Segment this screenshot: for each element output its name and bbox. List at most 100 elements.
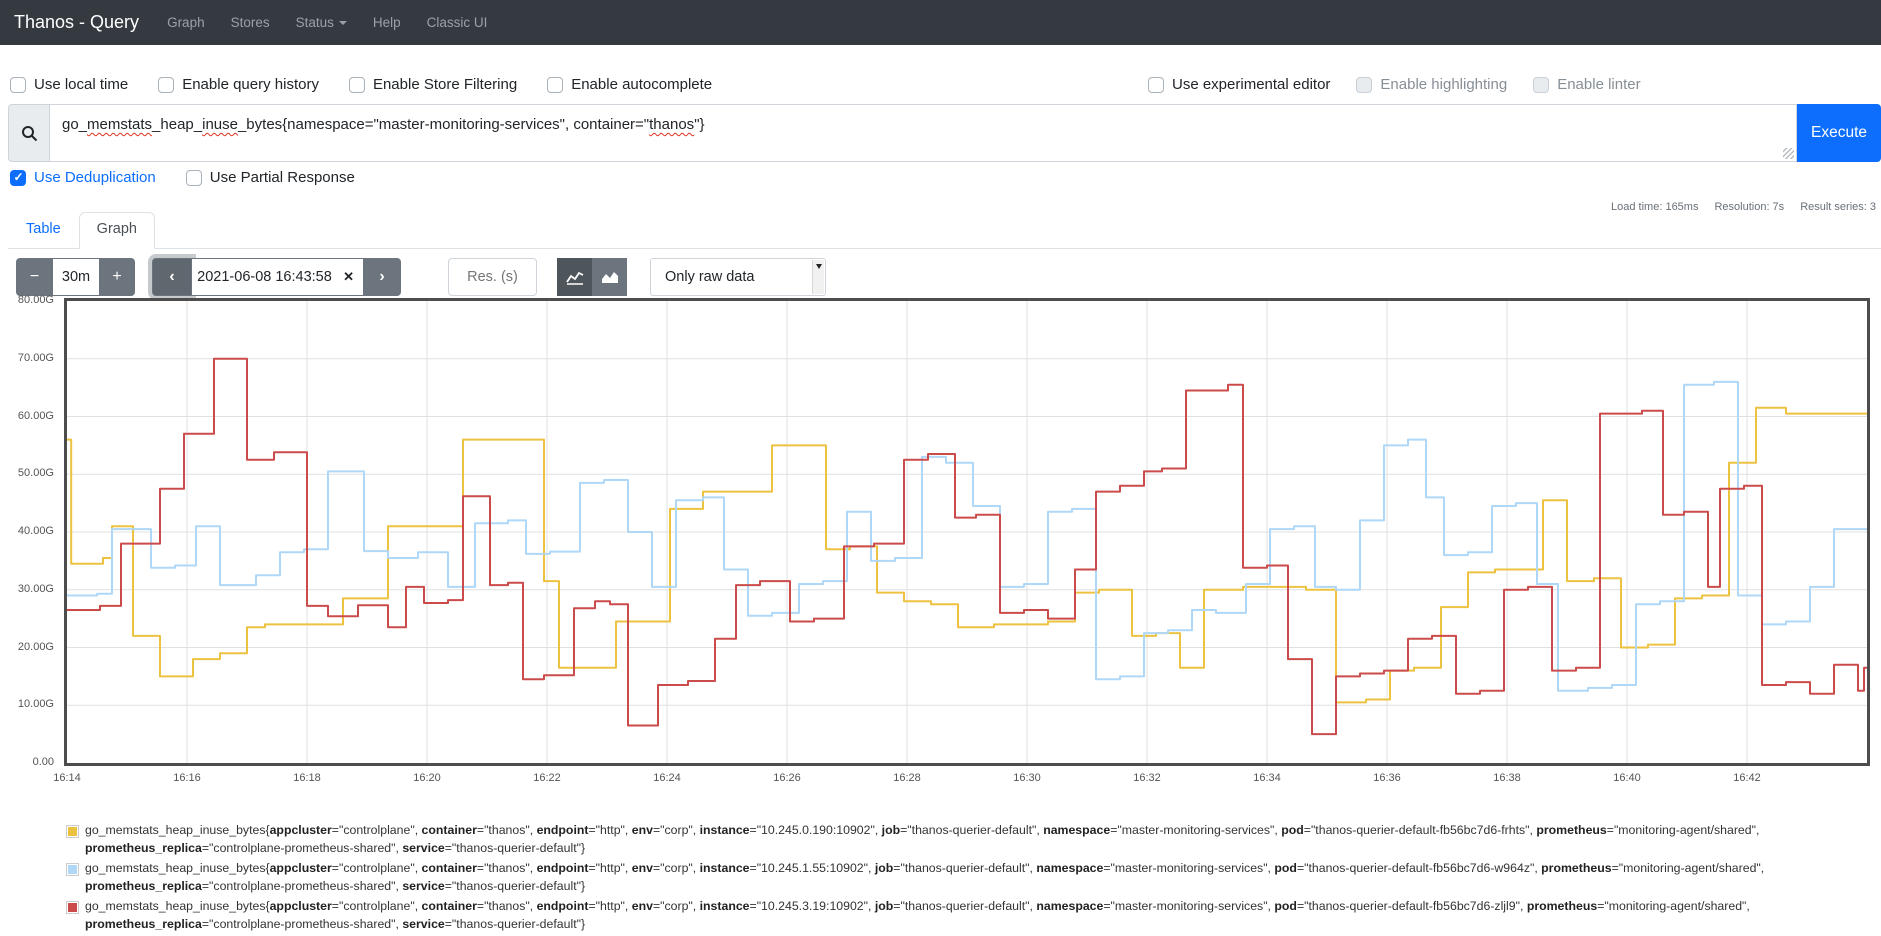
tab-table[interactable]: Table — [26, 221, 61, 237]
y-tick-label: 50.00G — [17, 467, 54, 480]
range-value[interactable]: 30m — [53, 258, 99, 296]
x-tick-label: 16:34 — [1253, 772, 1281, 784]
nav-link-classic-ui[interactable]: Classic UI — [426, 14, 488, 30]
checkbox-enable-store-filtering[interactable]: Enable Store Filtering — [348, 76, 518, 93]
range-increase-button[interactable]: + — [99, 258, 135, 296]
x-tick-label: 16:26 — [773, 772, 801, 784]
x-tick-label: 16:18 — [293, 772, 321, 784]
query-row: go_memstats_heap_inuse_bytes{namespace="… — [8, 104, 1881, 162]
checkbox-label: Use experimental editor — [1172, 76, 1331, 93]
legend-row: go_memstats_heap_inuse_bytes{appcluster=… — [66, 898, 1871, 933]
y-tick-label: 30.00G — [17, 582, 54, 595]
checkbox-label: Use local time — [34, 76, 129, 93]
tab-graph[interactable]: Graph — [78, 212, 155, 249]
navbar-links: Graph Stores Status Help Classic UI — [167, 14, 513, 32]
resolution-input[interactable] — [448, 258, 537, 296]
x-tick-label: 16:36 — [1373, 772, 1401, 784]
checkbox-use-local-time[interactable]: Use local time — [10, 76, 128, 93]
nav-link-status[interactable]: Status — [296, 15, 347, 30]
x-tick-label: 16:38 — [1493, 772, 1521, 784]
checkbox-use-partial-response[interactable]: Use Partial Response — [185, 169, 355, 186]
panel-tabs: Table Graph — [8, 212, 1881, 249]
legend-label: go_memstats_heap_inuse_bytes{appcluster=… — [85, 823, 1760, 855]
checkbox-label: Enable highlighting — [1380, 76, 1508, 93]
query-token: _heap_ — [152, 116, 203, 133]
legend-row: go_memstats_heap_inuse_bytes{appcluster=… — [66, 822, 1871, 857]
checkbox-use-experimental-editor[interactable]: Use experimental editor — [1148, 76, 1330, 93]
textarea-resize-handle[interactable] — [1783, 148, 1794, 159]
checkbox-icon[interactable] — [185, 169, 202, 186]
range-control-group: − 30m + — [16, 258, 135, 296]
checkbox-enable-linter: Enable linter — [1533, 76, 1641, 93]
checkbox-icon — [1533, 76, 1550, 93]
series-line — [67, 357, 1867, 736]
y-tick-label: 70.00G — [17, 351, 54, 364]
datetime-value: 2021-06-08 16:43:58 — [197, 269, 332, 285]
checkbox-icon[interactable] — [547, 76, 564, 93]
checkbox-label: Use Deduplication — [34, 169, 156, 186]
checkbox-icon[interactable] — [1148, 76, 1164, 93]
checkbox-enable-autocomplete[interactable]: Enable autocomplete — [547, 76, 712, 93]
options-row-right: Use experimental editor Enable highlighti… — [1148, 76, 1641, 93]
time-prev-button[interactable]: ‹ — [152, 258, 192, 296]
checkbox-use-deduplication[interactable]: Use Deduplication — [10, 169, 156, 186]
x-tick-label: 16:16 — [173, 772, 201, 784]
raw-data-select[interactable]: Only raw data — [650, 258, 826, 296]
stacked-chart-icon[interactable] — [592, 258, 627, 296]
result-series: Result series: 3 — [1800, 201, 1876, 213]
nav-link-help[interactable]: Help — [372, 14, 401, 30]
nav-link-graph[interactable]: Graph — [167, 14, 205, 30]
checkbox-icon[interactable] — [10, 76, 26, 93]
legend-row: go_memstats_heap_inuse_bytes{appcluster=… — [66, 860, 1871, 895]
checkbox-enable-query-history[interactable]: Enable query history — [158, 76, 319, 93]
checkbox-enable-highlighting: Enable highlighting — [1356, 76, 1507, 93]
checkbox-icon[interactable] — [348, 76, 365, 93]
checkbox-label: Enable autocomplete — [571, 76, 713, 93]
checkbox-label: Use Partial Response — [209, 169, 355, 186]
y-tick-label: 80.00G — [17, 294, 54, 306]
time-next-button[interactable]: › — [363, 258, 401, 296]
x-tick-label: 16:24 — [653, 772, 681, 784]
legend-label: go_memstats_heap_inuse_bytes{appcluster=… — [85, 899, 1750, 931]
checkbox-label: Enable linter — [1557, 76, 1641, 93]
range-decrease-button[interactable]: − — [16, 258, 53, 296]
x-tick-label: 16:42 — [1733, 772, 1761, 784]
y-tick-label: 10.00G — [17, 698, 54, 711]
select-spinner-icon[interactable] — [812, 260, 824, 294]
checkbox-label: Enable query history — [182, 76, 319, 93]
line-chart-icon[interactable] — [557, 258, 592, 296]
legend-swatch-icon — [66, 901, 79, 914]
series-legend: go_memstats_heap_inuse_bytes{appcluster=… — [66, 822, 1871, 936]
y-tick-label: 60.00G — [17, 409, 54, 422]
x-tick-label: 16:28 — [893, 772, 921, 784]
time-control-group: ‹ 2021-06-08 16:43:58 ✕ › — [152, 258, 401, 296]
query-token-misspelled: memstats — [87, 116, 153, 133]
x-tick-label: 16:30 — [1013, 772, 1041, 784]
query-token: go_ — [62, 116, 88, 133]
nav-link-stores[interactable]: Stores — [230, 14, 270, 30]
query-input[interactable]: go_memstats_heap_inuse_bytes{namespace="… — [49, 104, 1797, 162]
clear-time-icon[interactable]: ✕ — [343, 269, 354, 284]
execute-button[interactable]: Execute — [1797, 104, 1881, 162]
graph-canvas[interactable] — [67, 301, 1867, 763]
chevron-down-icon — [338, 20, 347, 25]
app-title: Thanos - Query — [14, 12, 140, 32]
checkbox-icon[interactable] — [158, 76, 175, 93]
options-row-left: Use local time Enable query history Enable… — [10, 76, 712, 93]
search-icon — [8, 104, 49, 162]
raw-data-select-value: Only raw data — [665, 269, 755, 285]
query-token: "} — [694, 116, 705, 133]
series-line — [67, 380, 1867, 692]
checkbox-checked-icon[interactable] — [10, 169, 26, 186]
checkbox-icon — [1356, 76, 1373, 93]
y-tick-label: 0.00 — [32, 756, 54, 768]
legend-label: go_memstats_heap_inuse_bytes{appcluster=… — [85, 861, 1765, 893]
query-stats: Load time: 165ms Resolution: 7s Result ser… — [1595, 201, 1876, 213]
x-tick-label: 16:14 — [53, 772, 81, 784]
query-token-misspelled: thanos — [649, 116, 695, 133]
x-tick-label: 16:22 — [533, 772, 561, 784]
y-tick-label: 20.00G — [17, 640, 54, 653]
datetime-field[interactable]: 2021-06-08 16:43:58 ✕ — [192, 258, 363, 296]
x-tick-label: 16:40 — [1613, 772, 1641, 784]
checkbox-label: Enable Store Filtering — [372, 76, 518, 93]
